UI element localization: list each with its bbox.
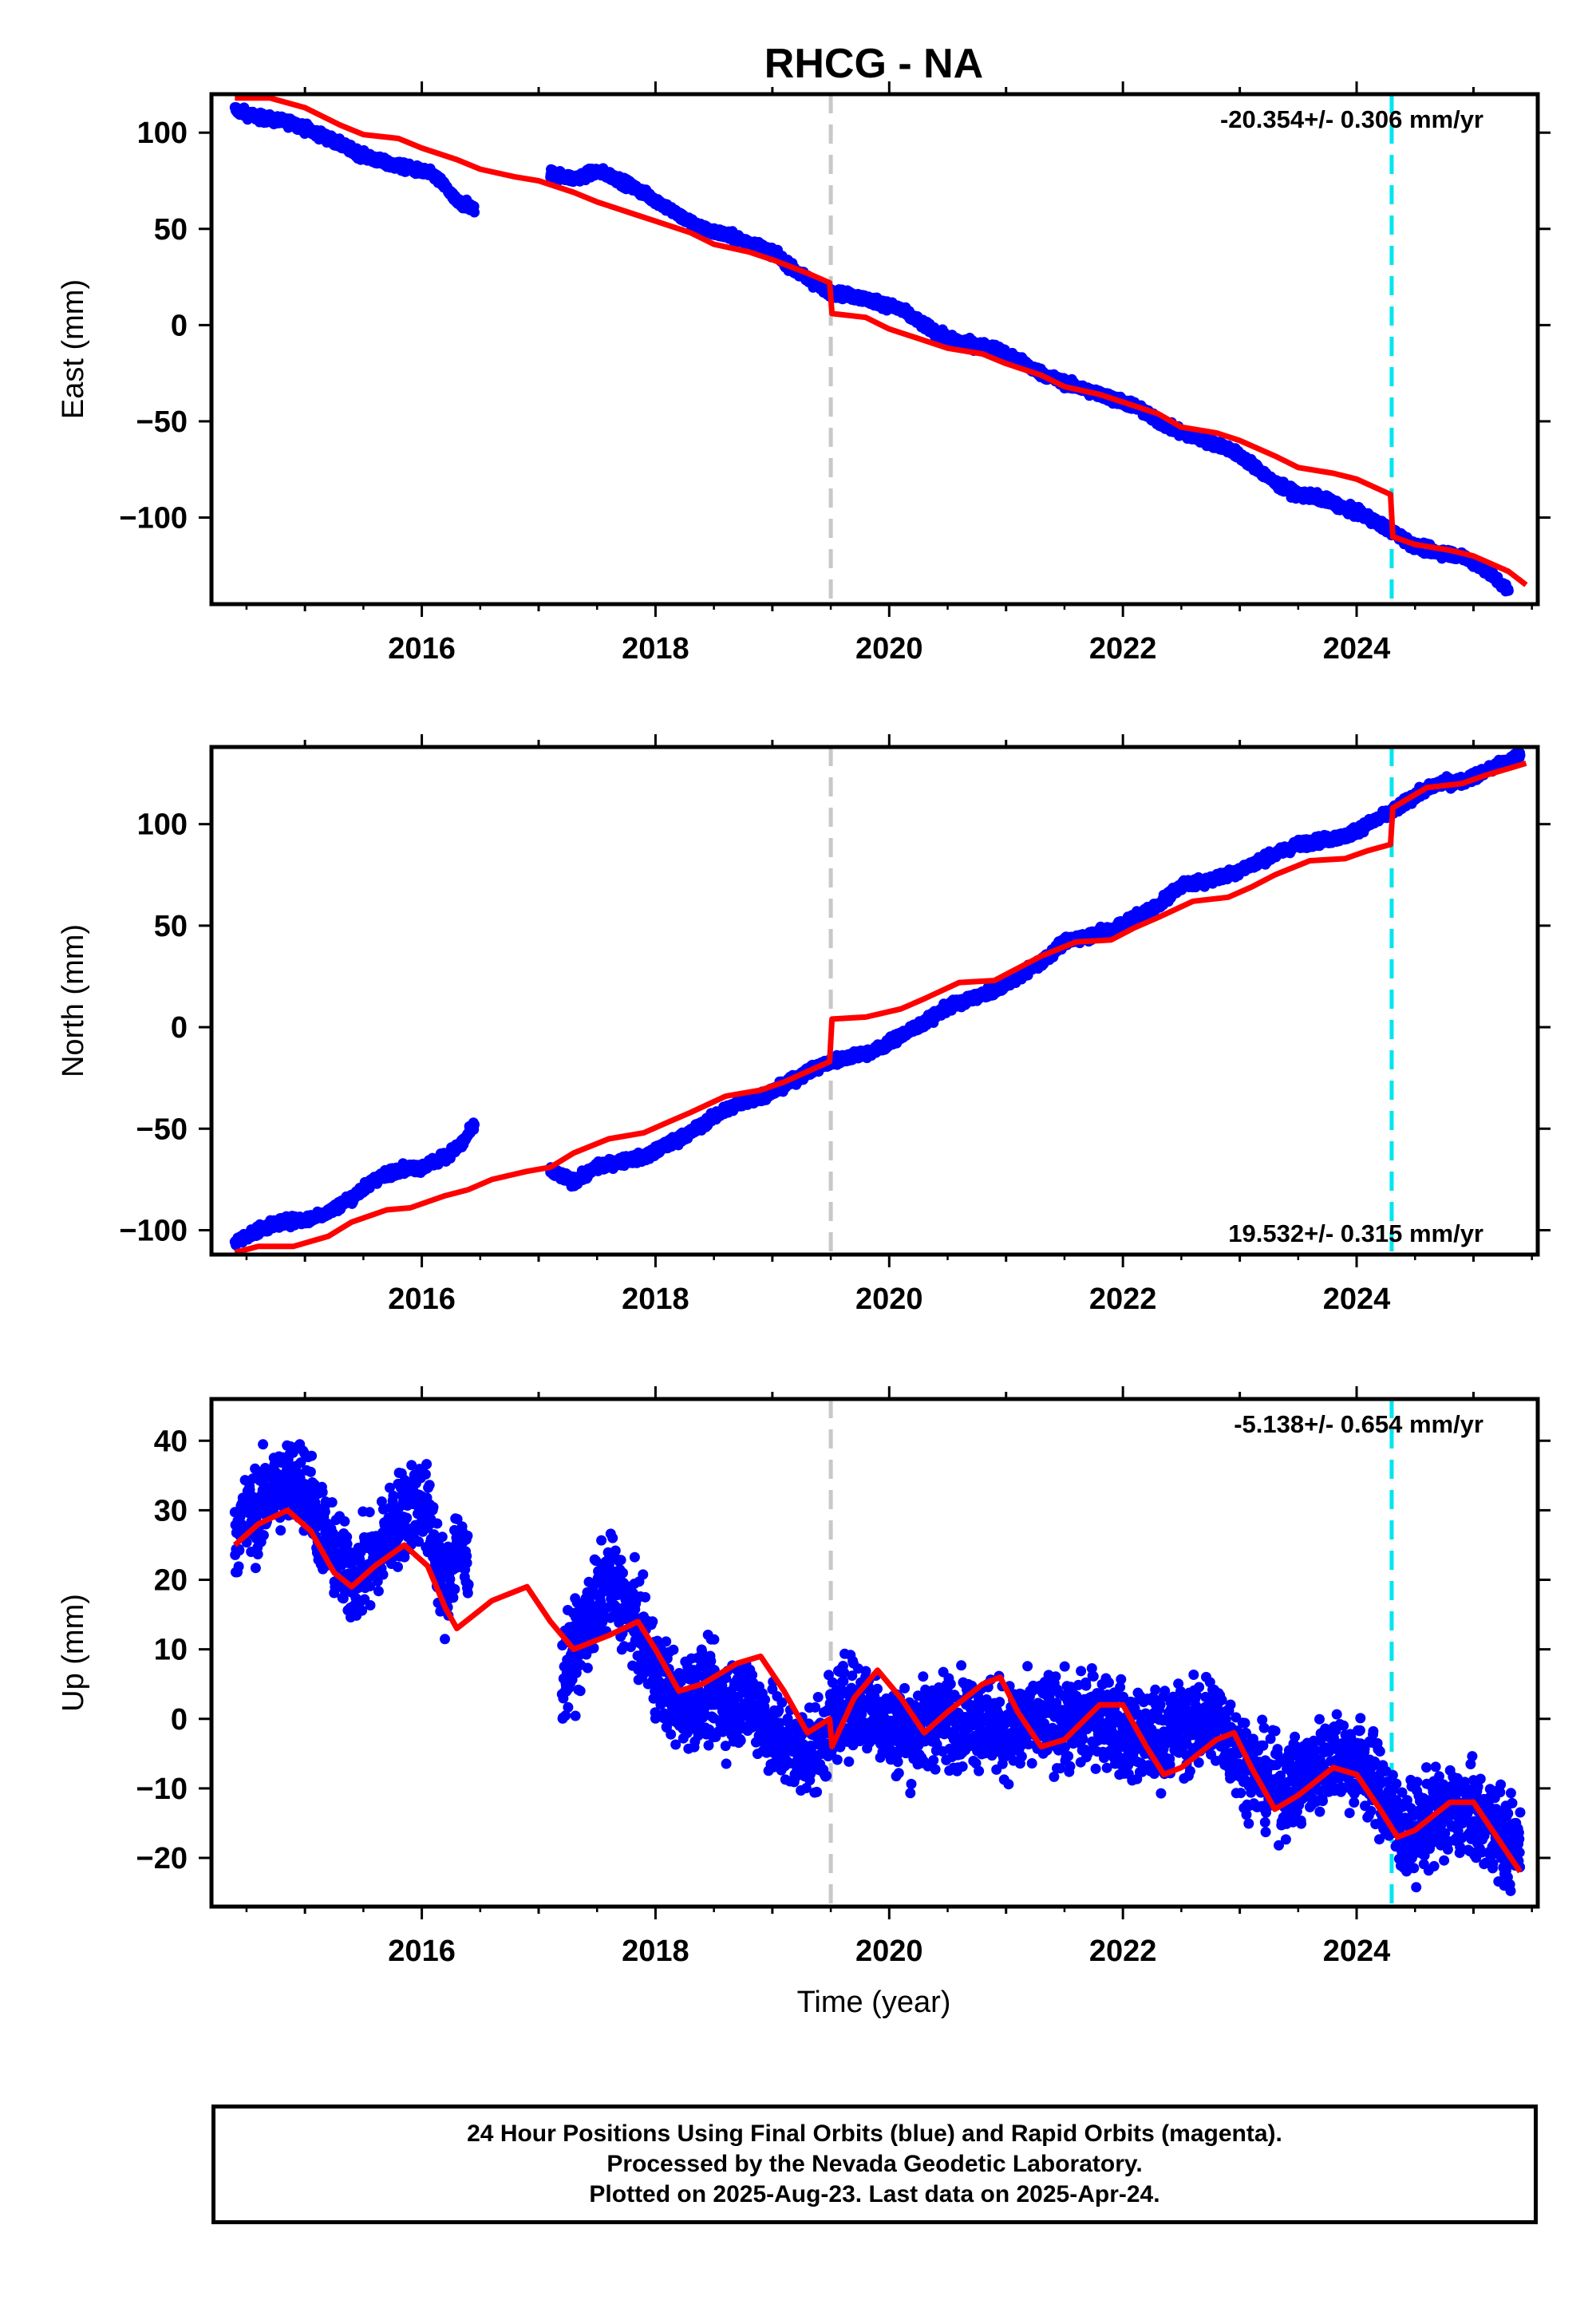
- east-y-axis-label: East (mm): [57, 279, 90, 419]
- figure-title: RHCG - NA: [764, 41, 983, 87]
- y-tick-label: 0: [171, 309, 188, 342]
- x-tick-label: 2018: [622, 632, 689, 666]
- east-panel: 2016 2018 2020 2022 2024 −100 −50 0 50 100 East (m…: [57, 81, 1551, 666]
- observed-point: [469, 1119, 480, 1130]
- x-tick-label: 2020: [855, 632, 923, 666]
- north-observed-series: [229, 747, 1526, 1251]
- x-tick-label: 2016: [388, 632, 456, 666]
- east-frame: [209, 92, 1540, 607]
- east-model-line: [235, 95, 1528, 587]
- y-tick-label: 100: [137, 117, 188, 150]
- east-velocity-label: -20.354+/- 0.306 mm/yr: [1220, 105, 1483, 133]
- y-tick-label: −50: [136, 405, 188, 439]
- east-plot-area: [229, 94, 1528, 604]
- east-observed-series: [229, 102, 1514, 597]
- x-tick-label: 2022: [1089, 632, 1157, 666]
- y-tick-label: −100: [119, 501, 188, 535]
- observed-point: [469, 207, 480, 218]
- y-tick-label: 50: [154, 213, 188, 247]
- observed-point: [1503, 585, 1514, 596]
- north-plot-area: [229, 747, 1527, 1255]
- x-tick-label: 2024: [1323, 632, 1391, 666]
